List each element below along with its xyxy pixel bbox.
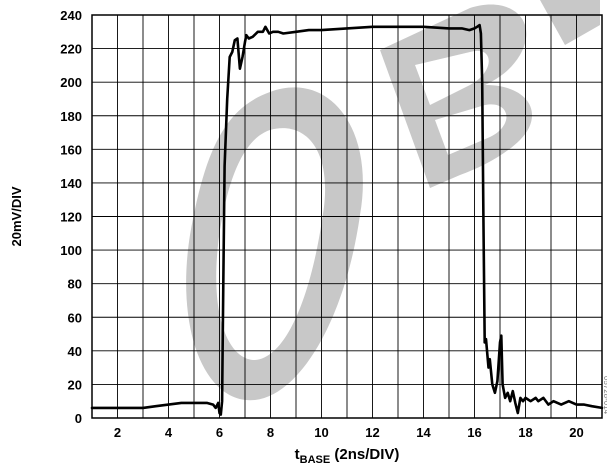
obsolete-watermark [186,0,600,401]
y-tick-label: 0 [75,411,82,426]
x-tick-label: 12 [365,425,379,440]
watermark-letter-b [380,4,533,189]
y-tick-label: 240 [60,8,82,23]
x-tick-label: 20 [569,425,583,440]
series-line [90,23,604,416]
y-tick-label: 220 [60,42,82,57]
grid [92,15,602,418]
watermark-letter-s [540,0,600,45]
y-tick-label: 160 [60,142,82,157]
series-layer [90,23,604,416]
x-axis-title: tBASE (2ns/DIV) [295,446,400,466]
x-tick-label: 10 [314,425,328,440]
x-tick-label: 8 [267,425,274,440]
y-tick-label: 140 [60,176,82,191]
y-tick-label: 180 [60,109,82,124]
x-axis-title-main: t [295,446,300,463]
x-axis-title-subscript: BASE [300,454,331,466]
x-axis-title-suffix: (2ns/DIV) [330,446,399,463]
y-tick-label: 60 [68,310,82,325]
x-tick-label: 14 [416,425,431,440]
y-tick-label: 200 [60,75,82,90]
y-axis-title: 20mV/DIV [9,186,24,246]
watermark-letter-o [186,87,363,401]
x-tick-label: 2 [114,425,121,440]
x-tick-label: 6 [216,425,223,440]
figure-code: 05728-014 [602,376,607,415]
x-tick-labels: 2 4 6 8 10 12 14 16 18 20 [114,425,584,440]
y-tick-label: 20 [68,377,82,392]
y-tick-label: 80 [68,277,82,292]
x-tick-label: 18 [518,425,532,440]
x-tick-label: 4 [165,425,173,440]
y-tick-label: 120 [60,210,82,225]
x-tick-label: 16 [467,425,481,440]
y-tick-label: 40 [68,344,82,359]
y-tick-label: 100 [60,243,82,258]
y-tick-labels: 0 20 40 60 80 100 120 140 160 180 200 220 240 [60,8,82,426]
plot-frame [91,14,603,419]
